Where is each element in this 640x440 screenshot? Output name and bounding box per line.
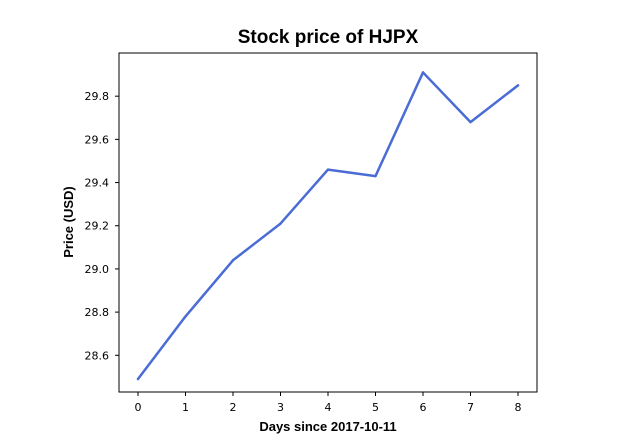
x-axis: 0 1 2 3 4 5 6 7 8	[135, 392, 522, 414]
data-point	[326, 168, 330, 171]
chart-title: Stock price of HJPX	[238, 27, 419, 48]
y-axis: 28.6 28.8 29.0 29.2 29.4 29.6 29.8	[85, 90, 119, 362]
x-axis-label: Days since 2017-10-11	[259, 419, 396, 434]
data-point	[279, 222, 282, 225]
y-tick-label: 28.6	[85, 349, 110, 362]
y-tick-label: 29.2	[85, 220, 110, 233]
x-tick-label: 7	[467, 401, 474, 414]
series-layer	[136, 71, 520, 381]
y-tick-label: 29.4	[85, 177, 110, 190]
y-tick-label: 29.8	[85, 90, 110, 103]
data-point	[421, 71, 425, 74]
data-point	[374, 174, 377, 178]
data-point	[184, 315, 187, 318]
y-tick-label: 29.6	[85, 133, 110, 146]
data-point	[469, 120, 472, 124]
plot-area	[118, 52, 538, 393]
x-tick-label: 2	[230, 401, 237, 414]
x-tick-label: 5	[372, 401, 379, 414]
series-line	[136, 71, 520, 381]
x-tick-label: 1	[182, 401, 189, 414]
data-point	[516, 84, 520, 87]
x-tick-label: 8	[515, 401, 522, 414]
x-tick-label: 3	[277, 401, 284, 414]
y-tick-label: 28.8	[85, 306, 110, 319]
data-point	[136, 377, 140, 381]
x-tick-label: 6	[420, 401, 427, 414]
y-tick-label: 29.0	[85, 263, 110, 276]
x-tick-label: 4	[325, 401, 332, 414]
data-point	[231, 259, 235, 262]
y-axis-label: Price (USD)	[61, 186, 76, 258]
plot-frame	[118, 52, 538, 393]
x-tick-label: 0	[135, 401, 142, 414]
